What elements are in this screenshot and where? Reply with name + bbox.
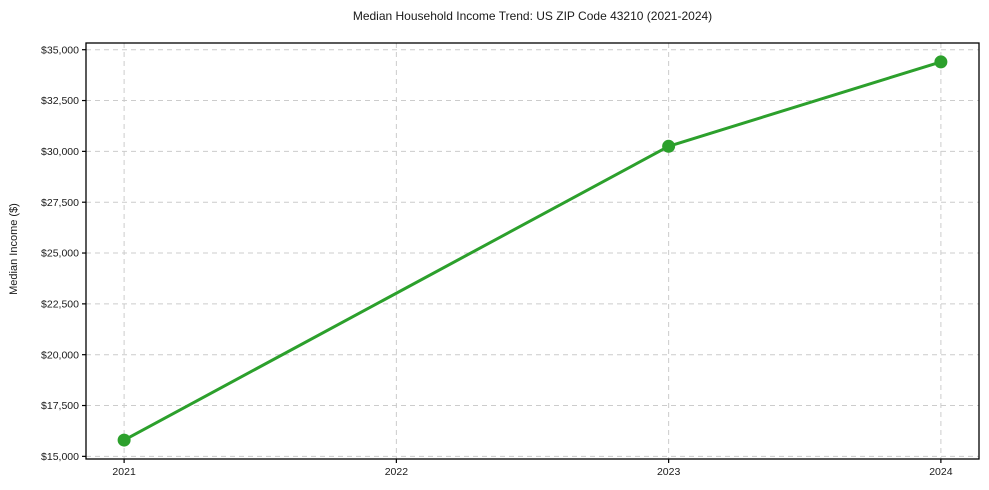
x-tick-label: 2023 xyxy=(657,466,681,478)
y-tick-label: $32,500 xyxy=(41,95,79,107)
data-point-marker xyxy=(117,433,131,447)
y-tick-label: $17,500 xyxy=(41,400,79,412)
y-tick-label: $30,000 xyxy=(41,146,79,158)
x-tick-label: 2022 xyxy=(385,466,409,478)
y-tick-label: $35,000 xyxy=(41,44,79,56)
y-tick-label: $20,000 xyxy=(41,349,79,361)
y-tick-label: $15,000 xyxy=(41,451,79,463)
y-tick-label: $27,500 xyxy=(41,197,79,209)
axes-spines xyxy=(85,42,980,460)
chart-title: Median Household Income Trend: US ZIP Co… xyxy=(352,9,713,23)
y-tick-label: $22,500 xyxy=(41,299,79,311)
x-tick-label: 2021 xyxy=(112,466,136,478)
trend-line xyxy=(122,60,943,442)
data-point-marker xyxy=(934,55,948,69)
x-tick-label: 2024 xyxy=(929,466,953,478)
y-tick-label: $25,000 xyxy=(41,248,79,260)
data-point-marker xyxy=(662,139,676,153)
